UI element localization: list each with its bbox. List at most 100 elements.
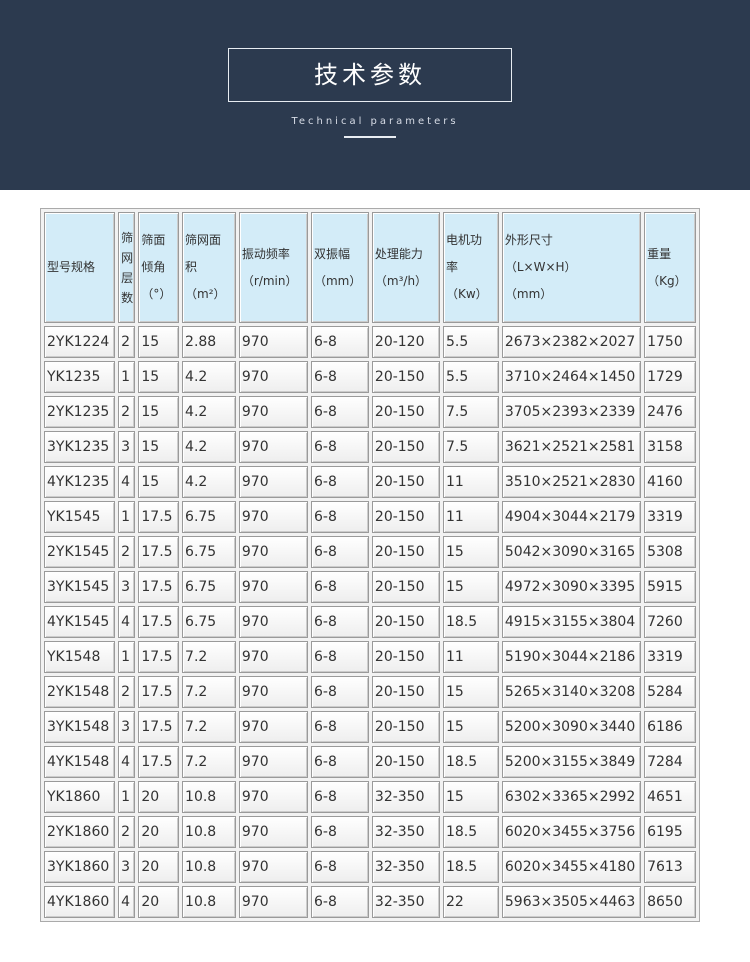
cell: 20	[138, 781, 180, 813]
cell: 1	[118, 501, 136, 533]
cell: 22	[442, 886, 499, 918]
cell: 970	[238, 816, 308, 848]
cell: 2YK1224	[44, 326, 116, 358]
cell: 970	[238, 606, 308, 638]
cell: 18.5	[442, 851, 499, 883]
data-row: 3YK1235 3 15 4.2 970 6-8 20-150 7.5 3621×2521×25…	[44, 431, 696, 463]
header-text: 网	[121, 250, 134, 265]
cell: 1750	[644, 326, 696, 358]
cell: 20-150	[371, 746, 440, 778]
cell: 7.2	[182, 746, 236, 778]
data-row: YK1235 1 15 4.2 970 6-8 20-150 5.5 3710×2464×145…	[44, 361, 696, 393]
header-text: （L×W×H）	[504, 260, 577, 274]
cell: 4.2	[182, 431, 236, 463]
cell: 970	[238, 536, 308, 568]
cell: 1729	[644, 361, 696, 393]
cell: 15	[138, 396, 180, 428]
cell: 3705×2393×2339	[501, 396, 642, 428]
cell: 4.2	[182, 361, 236, 393]
cell: 17.5	[138, 501, 180, 533]
cell: 4904×3044×2179	[501, 501, 642, 533]
data-row: 3YK1860 3 20 10.8 970 6-8 32-350 18.5 6020×3455×…	[44, 851, 696, 883]
cell: 32-350	[371, 886, 440, 918]
cell: 20-150	[371, 676, 440, 708]
cell: 3	[118, 711, 136, 743]
header-cell: 筛网层数	[118, 212, 136, 323]
cell: 10.8	[182, 781, 236, 813]
cell: 18.5	[442, 606, 499, 638]
cell: 17.5	[138, 571, 180, 603]
cell: 15	[442, 711, 499, 743]
cell: 10.8	[182, 886, 236, 918]
cell: 6-8	[310, 361, 369, 393]
cell: 6-8	[310, 816, 369, 848]
data-row: 4YK1548 4 17.5 7.2 970 6-8 20-150 18.5 5200×3155…	[44, 746, 696, 778]
cell: YK1548	[44, 641, 116, 673]
cell: 4	[118, 466, 136, 498]
header-cell: 双振幅 （mm）	[310, 212, 369, 323]
cell: 2	[118, 676, 136, 708]
header-text: 筛网面	[185, 233, 222, 247]
cell: 970	[238, 641, 308, 673]
header-cell: 筛网面积 （m²）	[182, 212, 236, 323]
header-cell: 处理能力 （m³/h）	[371, 212, 440, 323]
cell: 2	[118, 536, 136, 568]
data-row: 2YK1860 2 20 10.8 970 6-8 32-350 18.5 6020×3455×…	[44, 816, 696, 848]
cell: 970	[238, 431, 308, 463]
cell: 32-350	[371, 816, 440, 848]
cell: 5.5	[442, 326, 499, 358]
cell: 3	[118, 851, 136, 883]
cell: 6-8	[310, 396, 369, 428]
header-cell: 外形尺寸 （L×W×H） （mm）	[501, 212, 642, 323]
cell: 15	[138, 431, 180, 463]
cell: 4YK1860	[44, 886, 116, 918]
cell: 2YK1235	[44, 396, 116, 428]
cell: 4651	[644, 781, 696, 813]
cell: 3319	[644, 501, 696, 533]
header-text: 双振幅	[313, 246, 350, 261]
cell: 6-8	[310, 886, 369, 918]
cell: 5200×3090×3440	[501, 711, 642, 743]
cell: 6-8	[310, 431, 369, 463]
cell: 17.5	[138, 536, 180, 568]
cell: 6-8	[310, 571, 369, 603]
cell: 20-150	[371, 536, 440, 568]
header-text: （m³/h）	[374, 273, 428, 288]
cell: 20-150	[371, 466, 440, 498]
cell: 15	[442, 676, 499, 708]
cell: 10.8	[182, 816, 236, 848]
header-text: （Kw）	[445, 287, 488, 301]
cell: 18.5	[442, 746, 499, 778]
cell: 20-150	[371, 711, 440, 743]
header-text: 层	[121, 270, 134, 285]
divider	[344, 136, 396, 138]
cell: 7613	[644, 851, 696, 883]
cell: 2	[118, 396, 136, 428]
cell: 3510×2521×2830	[501, 466, 642, 498]
cell: 2476	[644, 396, 696, 428]
cell: 20-150	[371, 431, 440, 463]
cell: 20-150	[371, 571, 440, 603]
cell: 7.2	[182, 676, 236, 708]
cell: 970	[238, 676, 308, 708]
cell: 4915×3155×3804	[501, 606, 642, 638]
cell: 15	[138, 326, 180, 358]
header-text: 数	[121, 290, 134, 305]
cell: 17.5	[138, 676, 180, 708]
cell: 6195	[644, 816, 696, 848]
header-text: 重量	[647, 246, 672, 261]
cell: 970	[238, 571, 308, 603]
data-row: 2YK1235 2 15 4.2 970 6-8 20-150 7.5 3705×2393×23…	[44, 396, 696, 428]
cell: 5963×3505×4463	[501, 886, 642, 918]
cell: 7.5	[442, 396, 499, 428]
header-cell: 振动频率 （r/min）	[238, 212, 308, 323]
cell: 3	[118, 431, 136, 463]
cell: 6020×3455×4180	[501, 851, 642, 883]
cell: 6302×3365×2992	[501, 781, 642, 813]
cell: 6.75	[182, 501, 236, 533]
cell: 4	[118, 746, 136, 778]
cell: 15	[138, 361, 180, 393]
cell: 4160	[644, 466, 696, 498]
cell: 970	[238, 746, 308, 778]
